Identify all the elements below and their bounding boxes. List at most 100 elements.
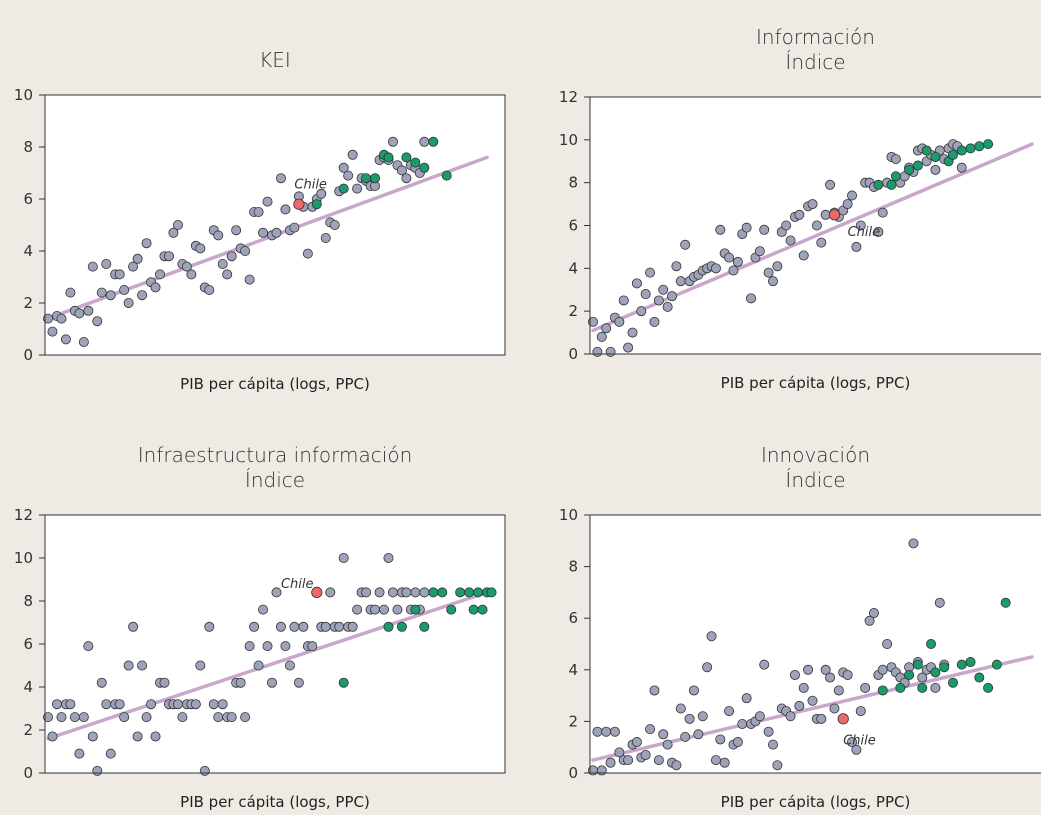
chart-infraestructura-point-other-49	[262, 641, 273, 652]
chart-infraestructura-point-other-18	[123, 660, 134, 671]
chart-informacion-point-other-35	[741, 222, 752, 233]
chart-kei-point-other-19	[128, 261, 139, 272]
chart-innovacion-point-other-62	[860, 682, 871, 693]
chart-informacion-series-highlight	[873, 139, 994, 190]
chart-innovacion-point-other-55	[829, 703, 840, 714]
chart-infraestructura-point-other-82	[410, 587, 421, 598]
chart-innovacion-annotation-chile: Chile	[843, 734, 876, 749]
chart-kei-point-other-20	[132, 253, 143, 264]
chart-infraestructura-point-other-35	[199, 765, 210, 776]
chart-kei: KEI Chile 0 2 4 6 8 10 PIB per cápita (logs, PPC…	[14, 48, 506, 393]
chart-innovacion-point-other-20	[675, 703, 686, 714]
chart-informacion-point-other-66	[877, 207, 888, 218]
chart-kei-point-other-25	[154, 269, 165, 280]
chart-kei-series-chile	[293, 198, 305, 210]
chart-infraestructura-point-other-16	[114, 699, 125, 710]
chart-informacion-point-other-13	[645, 267, 656, 278]
chart-kei-series-highlight	[311, 136, 452, 210]
chart-innovacion-point-other-42	[772, 760, 783, 771]
chart-kei-point-other-44	[240, 245, 251, 256]
chart-informacion-point-other-32	[728, 265, 739, 276]
chart-informacion-point-highlight-4	[912, 160, 923, 171]
chart-informacion-point-other-17	[662, 301, 673, 312]
chart-kei-point-other-40	[222, 269, 233, 280]
chart-innovacion-point-chile-0	[837, 713, 849, 725]
chart-infraestructura-point-other-48	[258, 604, 269, 615]
chart-innovacion-point-other-75	[917, 672, 928, 683]
chart-informacion-point-other-40	[763, 267, 774, 278]
chart-innovacion-point-other-50	[807, 695, 818, 706]
chart-innovacion-ytick-label-5: 10	[559, 506, 578, 524]
chart-innovacion-point-other-48	[798, 682, 809, 693]
chart-informacion-xlabel: PIB per cápita (logs, PPC)	[721, 374, 911, 392]
chart-infraestructura-plot-area	[45, 515, 505, 773]
chart-infraestructura-title-line-1: Infraestructura información	[138, 443, 413, 467]
chart-innovacion-title-line-2: Índice	[785, 468, 845, 492]
chart-informacion-trend-line	[591, 142, 1034, 333]
chart-infraestructura-point-other-1	[47, 731, 58, 742]
chart-informacion-point-other-48	[798, 250, 809, 261]
chart-kei-point-other-9	[83, 305, 94, 316]
chart-infraestructura-point-other-80	[401, 587, 412, 598]
chart-innovacion-point-other-12	[640, 749, 651, 760]
chart-infraestructura-point-highlight-11	[473, 587, 484, 598]
chart-infraestructura-point-other-45	[244, 641, 255, 652]
chart-kei-axes-frame	[44, 94, 506, 356]
chart-informacion-title-line-1: Información	[756, 25, 875, 49]
chart-innovacion-point-other-22	[684, 713, 695, 724]
chart-infraestructura-point-highlight-10	[468, 604, 479, 615]
chart-innovacion-point-other-33	[732, 737, 743, 748]
chart-innovacion-point-other-13	[645, 724, 656, 735]
chart-infraestructura-ytick-label-1: 2	[23, 721, 33, 739]
chart-informacion-point-highlight-12	[983, 139, 994, 150]
chart-infraestructura-point-other-84	[419, 587, 430, 598]
chart-infraestructura-point-other-33	[190, 699, 201, 710]
chart-infraestructura-point-other-75	[378, 604, 389, 615]
chart-innovacion-point-other-49	[803, 664, 814, 675]
chart-kei-point-other-34	[195, 243, 206, 254]
chart-informacion-point-other-54	[825, 179, 836, 190]
chart-infraestructura-point-other-41	[226, 712, 237, 723]
chart-infraestructura-point-other-55	[289, 621, 300, 632]
chart-kei-point-other-27	[163, 251, 174, 262]
chart-infraestructura-point-highlight-14	[486, 587, 497, 598]
chart-innovacion-point-other-78	[930, 682, 941, 693]
chart-kei-point-other-53	[280, 204, 291, 215]
chart-informacion-point-other-52	[816, 237, 827, 248]
chart-innovacion-point-other-31	[724, 706, 735, 717]
chart-infraestructura-point-other-12	[96, 677, 107, 688]
chart-informacion-point-highlight-6	[930, 151, 941, 162]
chart-innovacion-xlabel: PIB per cápita (logs, PPC)	[721, 793, 911, 811]
chart-kei-point-other-32	[186, 269, 197, 280]
chart-informacion-point-other-11	[636, 306, 647, 317]
chart-innovacion-point-other-2	[596, 765, 607, 776]
chart-innovacion-point-other-14	[649, 685, 660, 696]
chart-infraestructura-point-other-62	[320, 621, 331, 632]
chart-infraestructura-point-other-44	[240, 712, 251, 723]
chart-innovacion-point-highlight-10	[965, 657, 976, 668]
chart-innovacion-series-highlight	[877, 597, 1011, 696]
chart-kei-point-highlight-5	[383, 152, 394, 163]
chart-kei-point-other-38	[213, 230, 224, 241]
chart-informacion-point-other-8	[623, 342, 634, 353]
chart-innovacion-point-other-25	[697, 711, 708, 722]
chart-innovacion-point-highlight-7	[939, 662, 950, 673]
chart-innovacion-point-other-24	[693, 729, 704, 740]
chart-informacion-point-highlight-10	[965, 143, 976, 154]
chart-informacion-ytick-label-2: 4	[568, 259, 578, 277]
chart-infraestructura-point-other-38	[213, 712, 224, 723]
chart-informacion-ytick-label-6: 12	[559, 88, 578, 106]
chart-kei-point-other-58	[302, 248, 313, 259]
chart-infraestructura-point-other-0	[43, 712, 54, 723]
chart-infraestructura-ytick-label-5: 10	[14, 549, 33, 567]
chart-infraestructura-ytick-label-6: 12	[14, 506, 33, 524]
chart-infraestructura-point-other-63	[325, 587, 336, 598]
chart-infraestructura-point-other-29	[172, 699, 183, 710]
chart-kei-point-other-69	[352, 183, 363, 194]
chart-informacion-ytick-label-0: 0	[568, 345, 578, 363]
chart-innovacion-point-other-30	[719, 757, 730, 768]
chart-informacion-point-other-10	[631, 278, 642, 289]
chart-informacion-point-chile-0	[828, 209, 841, 221]
chart-kei-point-other-1	[47, 326, 58, 337]
